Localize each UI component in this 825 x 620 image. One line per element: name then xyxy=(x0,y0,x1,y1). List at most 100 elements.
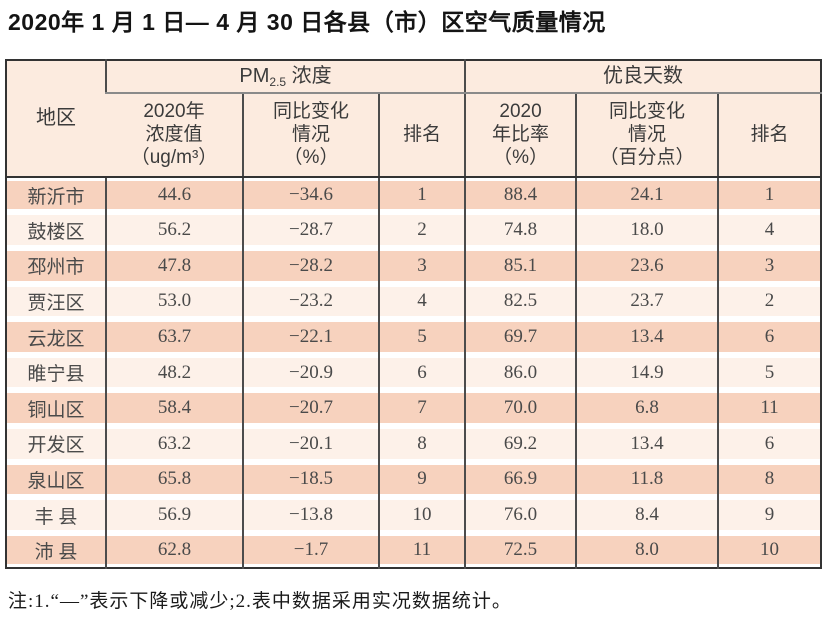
cell-pm-rank: 6 xyxy=(377,354,466,391)
cell-ratio: 70.0 xyxy=(464,390,577,427)
cell-pm-change: −20.7 xyxy=(242,390,379,427)
cell-pm-value: 44.6 xyxy=(105,176,243,213)
cell-region: 贾汪区 xyxy=(6,283,106,320)
table-row: 贾汪区 53.0 −23.2 4 82.5 23.7 2 xyxy=(6,283,822,320)
cell-ratio: 69.7 xyxy=(464,319,577,355)
cell-ratio-rank: 2 xyxy=(717,283,822,320)
cell-pm-change: −28.2 xyxy=(242,248,379,284)
col-header-pm-value: 2020年 浓度值 （ug/m³） xyxy=(106,92,243,178)
cell-ratio-rank: 3 xyxy=(717,248,822,284)
col-header-ratio-rank: 排名 xyxy=(717,92,822,178)
cell-ratio-rank: 8 xyxy=(717,461,822,498)
cell-pm-rank: 11 xyxy=(377,532,466,569)
cell-pm-rank: 10 xyxy=(377,497,466,533)
cell-pm-value: 53.0 xyxy=(105,283,243,320)
cell-pm-change: −34.6 xyxy=(242,176,379,213)
cell-pm-value: 62.8 xyxy=(105,532,243,569)
cell-ratio-change: 11.8 xyxy=(575,461,719,498)
cell-pm-change: −18.5 xyxy=(242,461,379,498)
cell-pm-change: −20.9 xyxy=(242,354,379,391)
pm25-label-tail: 浓度 xyxy=(286,64,332,87)
cell-region: 睢宁县 xyxy=(6,354,106,391)
cell-region: 沛 县 xyxy=(6,532,106,569)
cell-ratio-rank: 6 xyxy=(717,426,822,462)
cell-pm-change: −23.2 xyxy=(242,283,379,320)
cell-ratio-change: 23.7 xyxy=(575,283,719,320)
cell-region: 泉山区 xyxy=(6,461,106,498)
col-header-ratio-change: 同比变化 情况 （百分点） xyxy=(575,92,719,178)
cell-ratio-change: 24.1 xyxy=(575,176,719,213)
cell-pm-value: 63.2 xyxy=(105,426,243,462)
cell-pm-value: 65.8 xyxy=(105,461,243,498)
cell-ratio-rank: 11 xyxy=(717,390,822,427)
cell-pm-rank: 3 xyxy=(377,248,466,284)
air-quality-table: 地区 PM2.5 浓度 优良天数 2020年 浓度值 （ug/m³） 同比变化 … xyxy=(5,58,823,570)
cell-pm-rank: 7 xyxy=(377,390,466,427)
table-row: 丰 县 56.9 −13.8 10 76.0 8.4 9 xyxy=(6,497,822,533)
table-row: 睢宁县 48.2 −20.9 6 86.0 14.9 5 xyxy=(6,354,822,391)
cell-ratio-change: 14.9 xyxy=(575,354,719,391)
cell-region: 新沂市 xyxy=(6,176,106,213)
cell-ratio: 74.8 xyxy=(464,212,577,249)
cell-region: 丰 县 xyxy=(6,497,106,533)
cell-pm-rank: 2 xyxy=(377,212,466,249)
cell-pm-change: −13.8 xyxy=(242,497,379,533)
cell-ratio: 88.4 xyxy=(464,176,577,213)
table-row: 泉山区 65.8 −18.5 9 66.9 11.8 8 xyxy=(6,461,822,498)
cell-region: 开发区 xyxy=(6,426,106,462)
cell-pm-change: −20.1 xyxy=(242,426,379,462)
col-group-good-days: 优良天数 xyxy=(464,59,822,94)
cell-ratio-rank: 10 xyxy=(717,532,822,569)
cell-pm-change: −28.7 xyxy=(242,212,379,249)
cell-ratio-change: 23.6 xyxy=(575,248,719,284)
cell-pm-rank: 1 xyxy=(377,176,466,213)
table-row: 沛 县 62.8 −1.7 11 72.5 8.0 10 xyxy=(6,532,822,569)
cell-pm-value: 63.7 xyxy=(105,319,243,355)
cell-ratio-change: 8.0 xyxy=(575,532,719,569)
cell-pm-value: 48.2 xyxy=(105,354,243,391)
cell-ratio-change: 6.8 xyxy=(575,390,719,427)
cell-pm-change: −22.1 xyxy=(242,319,379,355)
table-row: 鼓楼区 56.2 −28.7 2 74.8 18.0 4 xyxy=(6,212,822,249)
cell-ratio-change: 8.4 xyxy=(575,497,719,533)
cell-ratio: 85.1 xyxy=(464,248,577,284)
cell-region: 邳州市 xyxy=(6,248,106,284)
table-header: 地区 PM2.5 浓度 优良天数 2020年 浓度值 （ug/m³） 同比变化 … xyxy=(6,59,822,178)
cell-region: 铜山区 xyxy=(6,390,106,427)
table-row: 邳州市 47.8 −28.2 3 85.1 23.6 3 xyxy=(6,248,822,284)
cell-pm-value: 56.9 xyxy=(105,497,243,533)
col-header-pm-rank: 排名 xyxy=(377,92,466,178)
table-row: 新沂市 44.6 −34.6 1 88.4 24.1 1 xyxy=(6,176,822,213)
col-header-region: 地区 xyxy=(6,59,106,178)
sub-header-row: 2020年 浓度值 （ug/m³） 同比变化 情况 （%） 排名 2020 年比… xyxy=(6,92,822,178)
cell-pm-rank: 9 xyxy=(377,461,466,498)
cell-ratio-change: 18.0 xyxy=(575,212,719,249)
pm25-label-main: PM xyxy=(239,64,270,87)
table-row: 铜山区 58.4 −20.7 7 70.0 6.8 11 xyxy=(6,390,822,427)
cell-pm-rank: 5 xyxy=(377,319,466,355)
page-title: 2020年 1 月 1 日— 4 月 30 日各县（市）区空气质量情况 xyxy=(8,9,606,35)
cell-ratio: 86.0 xyxy=(464,354,577,391)
cell-pm-rank: 4 xyxy=(377,283,466,320)
pm25-label-subscript: 2.5 xyxy=(269,74,287,89)
cell-ratio: 72.5 xyxy=(464,532,577,569)
cell-ratio-rank: 4 xyxy=(717,212,822,249)
cell-ratio: 69.2 xyxy=(464,426,577,462)
cell-pm-change: −1.7 xyxy=(242,532,379,569)
cell-pm-value: 47.8 xyxy=(105,248,243,284)
col-group-pm25: PM2.5 浓度 xyxy=(104,59,466,94)
cell-pm-rank: 8 xyxy=(377,426,466,462)
table-row: 开发区 63.2 −20.1 8 69.2 13.4 6 xyxy=(6,426,822,462)
col-header-pm-change: 同比变化 情况 （%） xyxy=(242,92,379,178)
cell-ratio-rank: 5 xyxy=(717,354,822,391)
cell-ratio-rank: 9 xyxy=(717,497,822,533)
col-header-ratio: 2020 年比率 （%） xyxy=(464,92,577,178)
cell-pm-value: 56.2 xyxy=(105,212,243,249)
cell-ratio: 82.5 xyxy=(464,283,577,320)
table-row: 云龙区 63.7 −22.1 5 69.7 13.4 6 xyxy=(6,319,822,355)
cell-region: 云龙区 xyxy=(6,319,106,355)
footnote: 注:1.“—”表示下降或减少;2.表中数据采用实况数据统计。 xyxy=(8,591,512,613)
cell-ratio-rank: 1 xyxy=(717,176,822,213)
cell-ratio-rank: 6 xyxy=(717,319,822,355)
